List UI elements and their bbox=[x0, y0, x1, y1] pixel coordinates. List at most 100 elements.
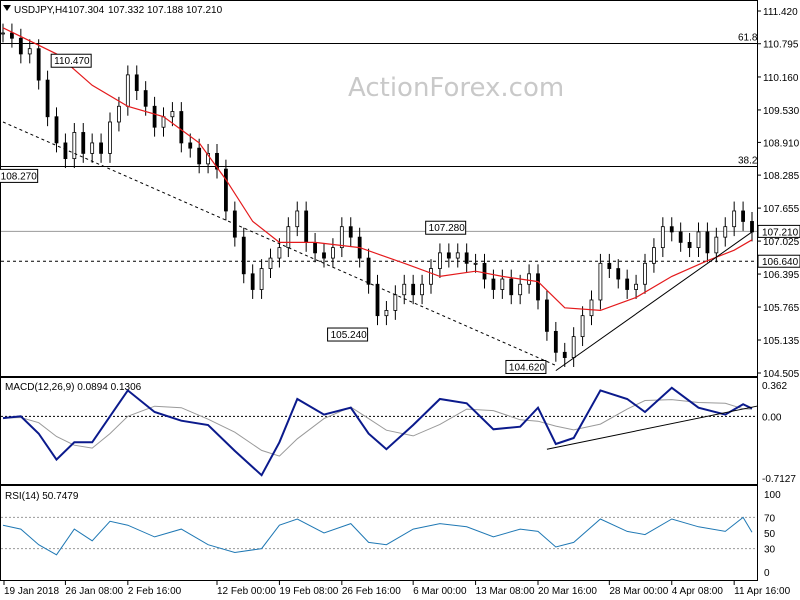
candle-body bbox=[179, 111, 184, 144]
watermark: ActionForex.com bbox=[348, 73, 564, 103]
candle-body bbox=[714, 236, 719, 254]
reference-lines: 61.8 38.2 bbox=[1, 32, 758, 550]
candle-body bbox=[464, 252, 469, 264]
candle-body bbox=[206, 152, 210, 165]
macd-pane bbox=[0, 377, 758, 485]
candle-body bbox=[36, 48, 41, 81]
candle-body bbox=[161, 116, 166, 128]
candle-body bbox=[482, 262, 487, 280]
macd-signal-line bbox=[2, 399, 753, 457]
price-tick-label: 110.795 bbox=[763, 40, 799, 51]
rsi-tick-label: 50 bbox=[764, 529, 776, 540]
pivot-label-box bbox=[327, 327, 369, 342]
time-tick-label: 26 Jan 08:00 bbox=[65, 586, 123, 597]
candle-body bbox=[500, 278, 505, 290]
symbol-label: USDJPY,H4 bbox=[14, 5, 68, 16]
rsi-axis: 100 70 50 30 0 bbox=[764, 490, 781, 579]
candle-body bbox=[509, 278, 514, 296]
candle-body bbox=[562, 351, 567, 358]
candle-body bbox=[224, 168, 228, 212]
rsi-tick-label: 0 bbox=[764, 568, 770, 579]
ohlc-high: 107.332 bbox=[108, 5, 145, 16]
candle-body bbox=[705, 231, 710, 254]
candle-body bbox=[393, 294, 398, 311]
support-price-label: 106.640 bbox=[762, 257, 799, 268]
header: USDJPY,H4 107.304 107.332 107.188 107.21… bbox=[3, 5, 223, 16]
time-tick-label: 11 Apr 16:00 bbox=[734, 586, 790, 597]
candle-body bbox=[125, 74, 130, 107]
candle-body bbox=[580, 315, 585, 338]
pivot-label-box bbox=[0, 168, 39, 183]
candle-body bbox=[527, 273, 531, 285]
pivot-label-box bbox=[505, 359, 547, 374]
price-axis: 111.420 110.795 110.160 109.530 108.910 108.2… bbox=[757, 7, 800, 380]
candle-body bbox=[696, 231, 701, 249]
candle-body bbox=[741, 210, 745, 222]
time-tick-label: 2 Feb 16:00 bbox=[128, 586, 182, 597]
candle-body bbox=[384, 310, 389, 317]
fib-label: 38.2 bbox=[738, 155, 758, 166]
candle-body bbox=[143, 90, 148, 107]
candle-body bbox=[27, 48, 32, 55]
candle-body bbox=[687, 241, 692, 249]
candle-body bbox=[268, 257, 273, 269]
candle-body bbox=[81, 132, 86, 154]
rsi-pane bbox=[0, 485, 758, 581]
candle-body bbox=[295, 210, 300, 228]
candle-body bbox=[678, 231, 683, 243]
rsi-plot bbox=[2, 516, 753, 556]
candle-body bbox=[10, 32, 14, 39]
candle-body bbox=[429, 268, 433, 285]
candle-body bbox=[241, 236, 246, 275]
candle-body bbox=[277, 247, 282, 259]
candle-body bbox=[438, 252, 442, 269]
price-tick-label: 105.135 bbox=[763, 336, 800, 347]
candle-body bbox=[473, 262, 478, 265]
candle-body bbox=[660, 226, 665, 249]
candle-body bbox=[108, 121, 112, 154]
candle-body bbox=[536, 273, 540, 301]
candle-body bbox=[339, 226, 344, 249]
candle-body bbox=[259, 268, 264, 290]
candle-body bbox=[90, 142, 95, 154]
candle-body bbox=[54, 116, 59, 144]
price-pane bbox=[0, 0, 758, 377]
candle-body bbox=[411, 283, 416, 296]
candle-body bbox=[250, 273, 255, 290]
pivot-label: 108.270 bbox=[1, 171, 38, 182]
collapse-triangle-icon[interactable] bbox=[3, 5, 11, 11]
candle-body bbox=[304, 210, 309, 243]
candle-body bbox=[616, 268, 621, 280]
candle-body bbox=[331, 247, 335, 259]
candle-body bbox=[286, 226, 291, 249]
ascending-trendline bbox=[555, 231, 753, 372]
candle-body bbox=[1, 32, 5, 35]
candle-body bbox=[455, 252, 460, 259]
pivot-label-box bbox=[50, 53, 92, 68]
current-price-label: 107.210 bbox=[762, 227, 799, 238]
candle-body bbox=[402, 283, 407, 296]
macd-label: MACD(12,26,9) 0.0894 0.1306 bbox=[5, 382, 142, 393]
price-tick-label: 108.910 bbox=[763, 138, 800, 149]
support-price-tag bbox=[757, 254, 800, 268]
price-tick-label: 106.395 bbox=[763, 270, 800, 281]
macd-tick-label: 0.362 bbox=[762, 381, 787, 392]
rsi-line bbox=[2, 516, 753, 556]
candle-body bbox=[625, 278, 630, 290]
candle-body bbox=[446, 252, 451, 259]
ohlc-low: 107.188 bbox=[147, 5, 184, 16]
price-tick-label: 104.505 bbox=[763, 369, 800, 380]
price-tick-label: 108.285 bbox=[763, 171, 800, 182]
candle-body bbox=[589, 299, 594, 317]
ohlc-close: 107.210 bbox=[186, 5, 223, 16]
candle-body bbox=[545, 299, 549, 332]
candle-body bbox=[643, 262, 647, 285]
macd-line bbox=[2, 386, 753, 477]
macd-tick-label: -0.7127 bbox=[762, 474, 796, 485]
price-tick-label: 111.420 bbox=[763, 7, 798, 18]
time-tick-label: 12 Feb 00:00 bbox=[217, 586, 276, 597]
candle-body bbox=[598, 262, 603, 301]
price-tick-label: 110.160 bbox=[763, 73, 799, 84]
candle-body bbox=[134, 74, 139, 91]
